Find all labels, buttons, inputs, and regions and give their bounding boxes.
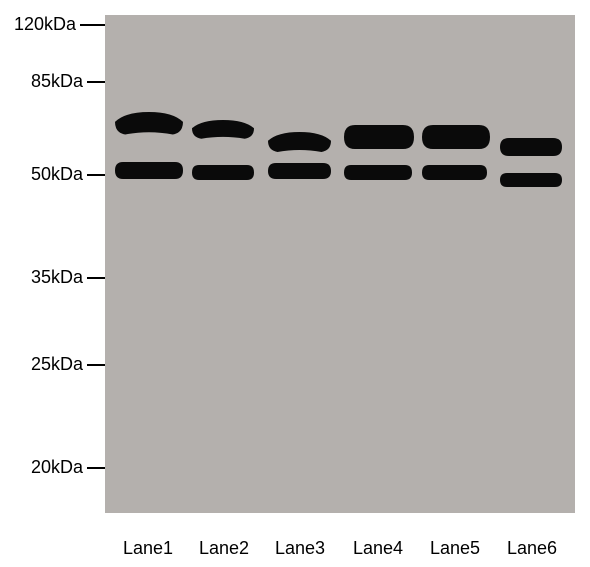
lane-label: Lane1 bbox=[110, 538, 186, 559]
lane-label: Lane3 bbox=[262, 538, 338, 559]
marker-tick bbox=[87, 81, 105, 83]
band bbox=[422, 165, 487, 180]
band bbox=[268, 132, 331, 152]
marker-label: 35kDa bbox=[31, 267, 83, 288]
marker-tick bbox=[87, 467, 105, 469]
band bbox=[500, 138, 562, 156]
band bbox=[115, 162, 183, 179]
band bbox=[192, 165, 254, 180]
lane-label: Lane6 bbox=[494, 538, 570, 559]
band bbox=[268, 163, 331, 179]
band bbox=[344, 125, 414, 149]
band bbox=[422, 125, 490, 149]
marker-label: 85kDa bbox=[31, 71, 83, 92]
marker-label: 120kDa bbox=[14, 14, 76, 35]
marker-tick bbox=[87, 174, 105, 176]
western-blot-container: 120kDa85kDa50kDa35kDa25kDa20kDaLane1Lane… bbox=[0, 0, 590, 567]
band bbox=[192, 120, 254, 139]
lane-label: Lane2 bbox=[186, 538, 262, 559]
lane-label: Lane5 bbox=[417, 538, 493, 559]
marker-tick bbox=[80, 24, 105, 26]
band bbox=[115, 112, 183, 135]
marker-label: 50kDa bbox=[31, 164, 83, 185]
marker-label: 20kDa bbox=[31, 457, 83, 478]
bands-layer bbox=[0, 0, 590, 567]
marker-tick bbox=[87, 277, 105, 279]
lane-label: Lane4 bbox=[340, 538, 416, 559]
band bbox=[500, 173, 562, 187]
band bbox=[344, 165, 412, 180]
marker-label: 25kDa bbox=[31, 354, 83, 375]
marker-tick bbox=[87, 364, 105, 366]
